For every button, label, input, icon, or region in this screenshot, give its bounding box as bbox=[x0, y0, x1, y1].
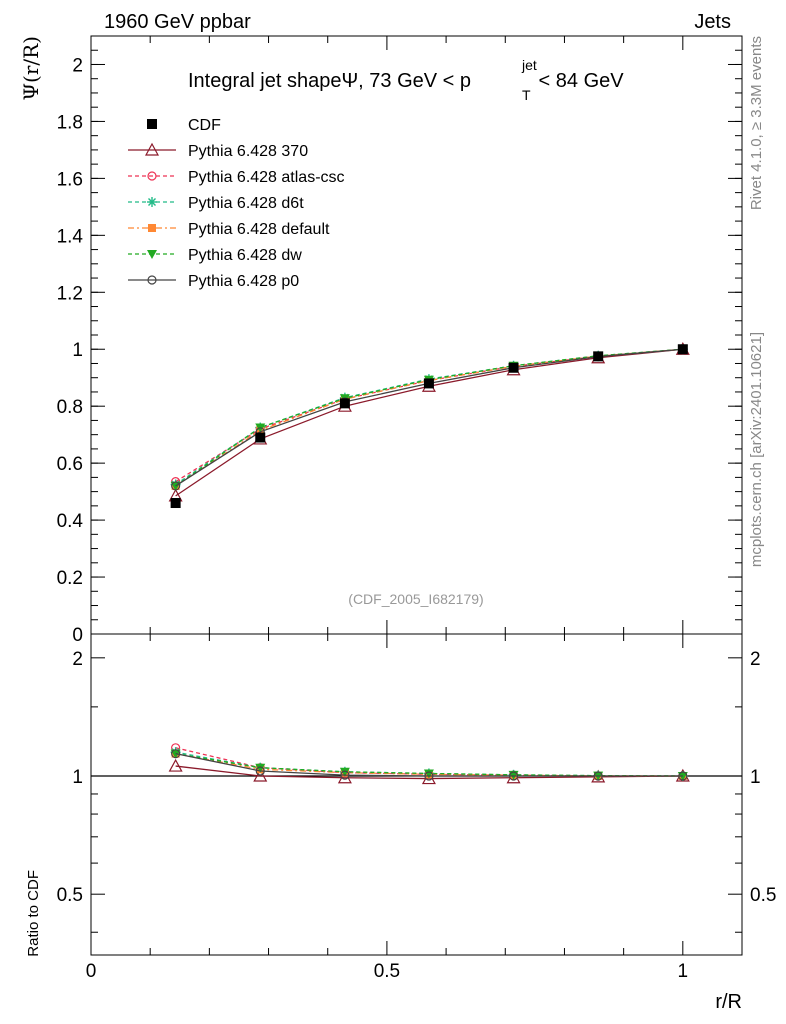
title-prefix: Integral jet shapeΨ, 73 GeV < p bbox=[188, 70, 471, 92]
ratio-tick-label: 2 bbox=[72, 649, 83, 670]
y-tick-label: 1 bbox=[72, 340, 83, 361]
series-5-ratio-point bbox=[678, 771, 688, 781]
main-curves bbox=[168, 341, 690, 509]
ratio-curves bbox=[168, 743, 690, 785]
legend-label-5: Pythia 6.428 p0 bbox=[188, 273, 299, 290]
series-5-ratio-line bbox=[175, 753, 683, 777]
series-4-ratio-point bbox=[423, 769, 434, 779]
cdf-data-point bbox=[339, 398, 350, 409]
series-0-line bbox=[175, 348, 683, 497]
legend-marker-2 bbox=[147, 197, 157, 207]
series-4-ratio-point bbox=[255, 763, 266, 773]
x-tick-label: 1 bbox=[678, 961, 689, 982]
legend-label-4: Pythia 6.428 dw bbox=[188, 247, 302, 264]
series-5-ratio-point bbox=[171, 749, 181, 759]
legend-marker-3 bbox=[148, 224, 156, 232]
x-axis-label: r/R bbox=[715, 991, 742, 1013]
x-tick-label: 0.5 bbox=[374, 961, 400, 982]
legend: CDF Pythia 6.428 370 Pythia 6.428 atlas-cs… bbox=[128, 117, 345, 290]
ratio-panel-frame bbox=[90, 633, 743, 956]
series-5-ratio-point bbox=[424, 771, 434, 781]
series-0-ratio-point bbox=[168, 758, 183, 772]
ratio-tick-label: 0.5 bbox=[57, 885, 83, 906]
ratio-axis-label: Ratio to CDF bbox=[25, 870, 42, 957]
cdf-data-point bbox=[508, 362, 519, 373]
marker-stroke bbox=[148, 198, 156, 206]
legend-label-1: Pythia 6.428 atlas-csc bbox=[188, 169, 345, 186]
analysis-watermark: (CDF_2005_I682179) bbox=[348, 591, 483, 607]
axis-ticks: 0 0.2 0.4 0.6 0.8 1 1.2 1.4 1.6 1.8 2 0 0.5 1 0.5 0.5 1 1… bbox=[57, 36, 776, 982]
legend-label-2: Pythia 6.428 d6t bbox=[188, 195, 304, 212]
y-axis-label: Ψ(r/R) bbox=[19, 36, 43, 101]
y-tick-label: 0.4 bbox=[57, 511, 84, 532]
header-process: Jets bbox=[694, 11, 731, 33]
legend-marker-0 bbox=[144, 142, 160, 156]
legend-marker-4 bbox=[147, 250, 157, 259]
y-tick-label: 0.2 bbox=[57, 568, 83, 589]
y-tick-label: 0 bbox=[72, 625, 83, 646]
mcplots-label: mcplots.cern.ch [arXiv:2401.10621] bbox=[748, 332, 765, 567]
legend-label-3: Pythia 6.428 default bbox=[188, 221, 330, 238]
ratio-tick-label: 1 bbox=[72, 767, 83, 788]
cdf-data-point bbox=[423, 378, 434, 389]
title-suffix: < 84 GeV bbox=[533, 70, 624, 92]
y-tick-label: 1.6 bbox=[57, 169, 83, 190]
series-2-line bbox=[175, 348, 683, 486]
ratio-tick-label: 1 bbox=[750, 767, 761, 788]
y-tick-label: 1.4 bbox=[57, 226, 84, 247]
x-tick-label: 0 bbox=[86, 961, 97, 982]
cdf-data-point bbox=[593, 351, 604, 362]
legend-label-0: Pythia 6.428 370 bbox=[188, 143, 308, 160]
title-superscript: jet bbox=[521, 57, 537, 73]
y-tick-label: 2 bbox=[72, 55, 83, 76]
cdf-data-point bbox=[170, 498, 181, 509]
series-4-ratio-point bbox=[339, 767, 350, 777]
series-5-ratio-point bbox=[255, 766, 265, 776]
header-energy: 1960 GeV ppbar bbox=[104, 11, 251, 33]
cdf-data-point bbox=[677, 344, 688, 355]
series-5-ratio-point bbox=[508, 771, 519, 781]
series-0-ratio-point bbox=[253, 768, 268, 782]
series-5-ratio-point bbox=[593, 771, 603, 781]
series-5-line bbox=[175, 348, 683, 487]
series-4-line bbox=[175, 348, 683, 487]
y-tick-label: 0.8 bbox=[57, 397, 83, 418]
ratio-tick-label: 0.5 bbox=[750, 885, 776, 906]
rivet-version-label: Rivet 4.1.0, ≥ 3.3M events bbox=[748, 36, 765, 210]
legend-cdf-marker bbox=[147, 119, 157, 129]
y-tick-label: 1.2 bbox=[57, 283, 83, 304]
ratio-tick-label: 2 bbox=[750, 649, 761, 670]
series-1-line bbox=[175, 348, 683, 483]
chart-title: Integral jet shapeΨ, 73 GeV < p bbox=[188, 70, 471, 92]
legend-marker-5 bbox=[147, 275, 157, 285]
series-5-point bbox=[171, 481, 181, 491]
y-tick-label: 1.8 bbox=[57, 112, 83, 133]
series-5-ratio-point bbox=[340, 770, 350, 780]
legend-cdf-label: CDF bbox=[188, 117, 221, 134]
series-3-line bbox=[175, 348, 683, 487]
legend-marker-1 bbox=[147, 171, 157, 181]
cdf-data-point bbox=[255, 432, 266, 443]
title-subscript: T bbox=[522, 87, 531, 103]
y-tick-label: 0.6 bbox=[57, 454, 83, 475]
